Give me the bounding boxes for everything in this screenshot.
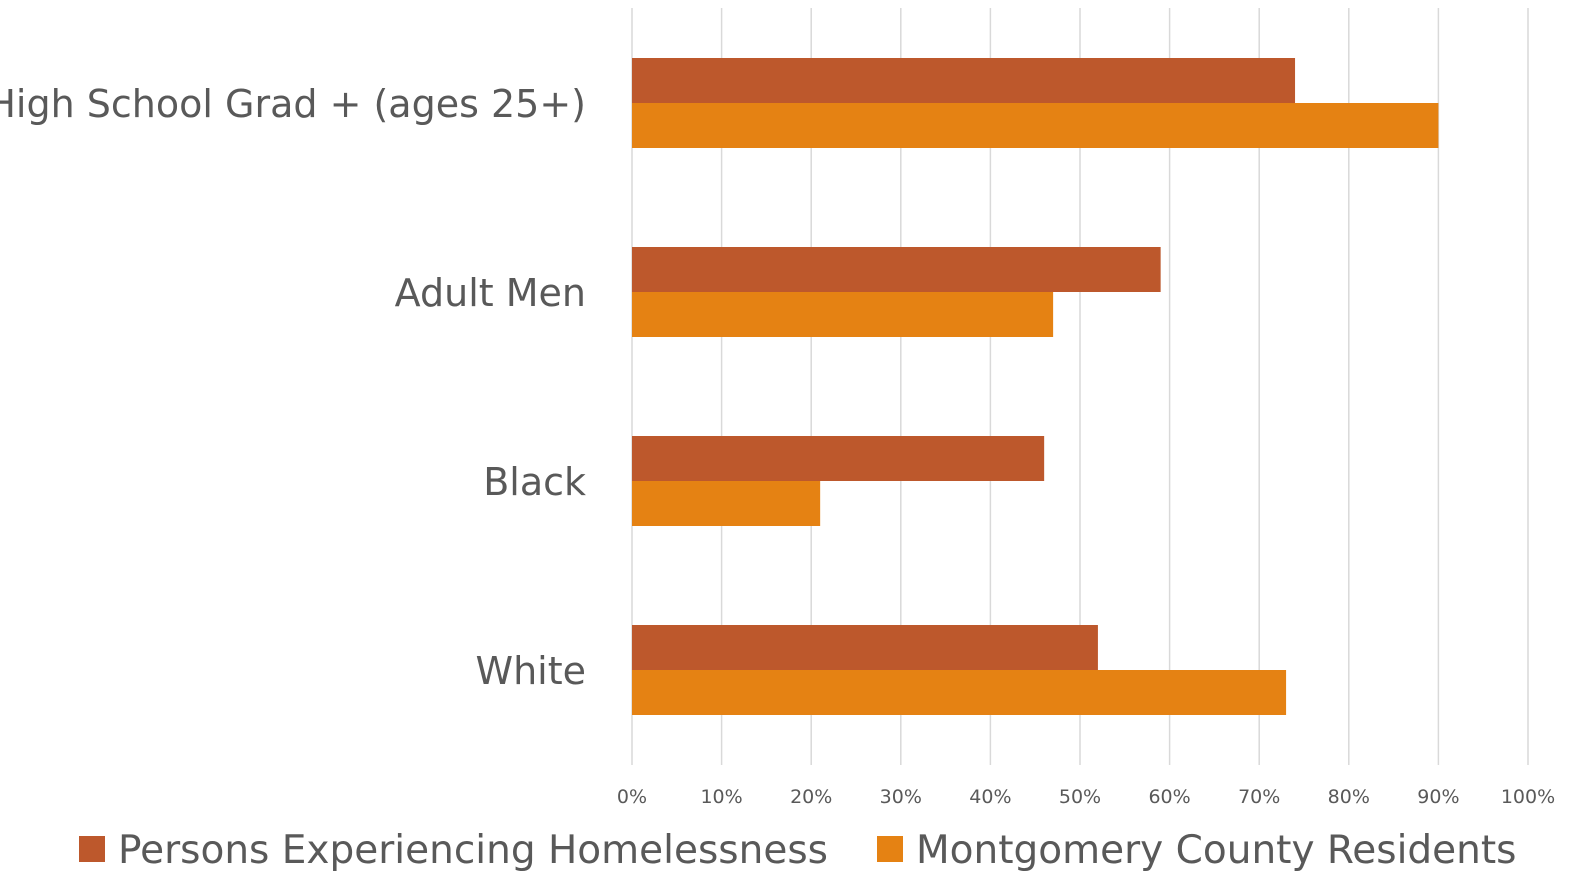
category-label: Adult Men — [395, 271, 586, 315]
bar-county-residents — [632, 670, 1287, 715]
legend-swatch — [79, 836, 105, 862]
bar-homelessness — [632, 58, 1296, 103]
x-tick-label: 10% — [700, 786, 742, 808]
bar-homelessness — [632, 625, 1098, 670]
x-tick-label: 70% — [1238, 786, 1280, 808]
x-tick-label: 0% — [617, 786, 647, 808]
category-label: High School Grad + (ages 25+) — [0, 82, 586, 126]
bar-county-residents — [632, 292, 1054, 337]
x-tick-label: 20% — [790, 786, 832, 808]
bar-county-residents — [632, 481, 821, 526]
x-tick-label: 80% — [1328, 786, 1370, 808]
category-label: White — [476, 649, 587, 693]
x-tick-label: 100% — [1501, 786, 1555, 808]
bar-homelessness — [632, 247, 1161, 292]
legend-swatch — [877, 836, 903, 862]
x-tick-label: 90% — [1417, 786, 1459, 808]
category-labels: High School Grad + (ages 25+) Adult Men Bl… — [0, 82, 586, 693]
category-label: Black — [483, 460, 586, 504]
x-axis-tick-labels: 0% 10% 20% 30% 40% 50% 60% 70% 80% 90% 100% — [617, 786, 1555, 808]
x-tick-label: 50% — [1059, 786, 1101, 808]
bar-county-residents — [632, 103, 1439, 148]
bars — [632, 58, 1439, 715]
bar-homelessness — [632, 436, 1045, 481]
x-tick-label: 40% — [969, 786, 1011, 808]
legend-label: Persons Experiencing Homelessness — [118, 828, 828, 873]
x-tick-label: 30% — [880, 786, 922, 808]
legend-label: Montgomery County Residents — [916, 828, 1517, 873]
legend: Persons Experiencing Homelessness Montgom… — [79, 828, 1517, 873]
x-tick-label: 60% — [1148, 786, 1190, 808]
